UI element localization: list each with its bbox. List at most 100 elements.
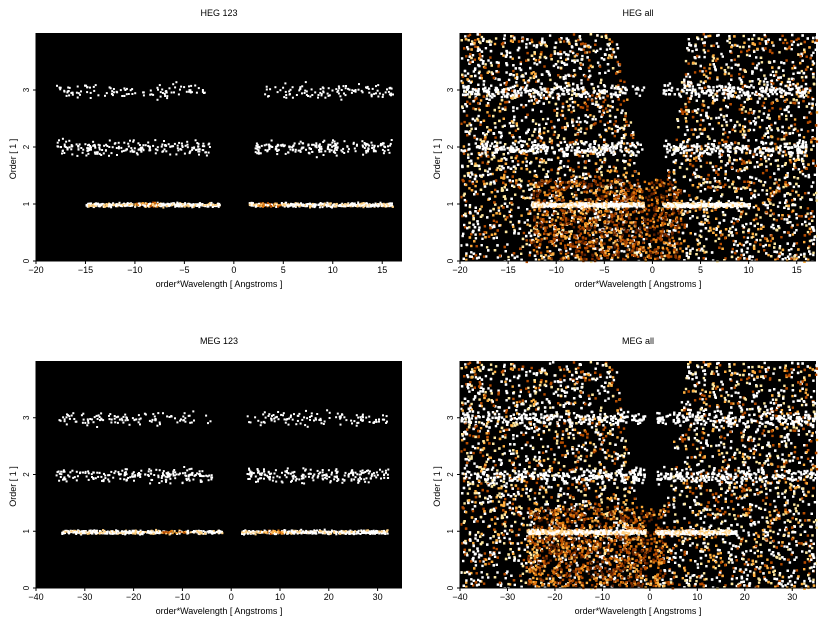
- heatmap-cell: [197, 142, 200, 145]
- heatmap-cell: [298, 142, 301, 145]
- heatmap-cell: [154, 139, 157, 142]
- heatmap-cell: [162, 150, 165, 153]
- heatmap-cell: [465, 252, 468, 255]
- heatmap-cell: [793, 176, 796, 179]
- heatmap-cell: [167, 203, 170, 206]
- x-tick-label: −10: [127, 265, 142, 275]
- heatmap-cell: [315, 142, 318, 145]
- heatmap-cell: [702, 214, 705, 218]
- heatmap-cell: [201, 203, 204, 205]
- heatmap-cell: [511, 89, 514, 92]
- heatmap-cell: [477, 83, 480, 86]
- heatmap-cell: [747, 139, 750, 142]
- heatmap-cell: [381, 96, 384, 98]
- heatmap-cell: [352, 90, 355, 92]
- heatmap-cell: [603, 159, 607, 162]
- heatmap-cell: [605, 48, 609, 51]
- heatmap-cell: [181, 146, 184, 148]
- heatmap-cell: [478, 226, 481, 229]
- heatmap-cell: [372, 148, 375, 151]
- heatmap-cell: [258, 204, 261, 207]
- heatmap-cell: [752, 112, 755, 115]
- heatmap-cell: [496, 141, 499, 145]
- heatmap-cell: [665, 218, 669, 221]
- heatmap-cell: [98, 203, 101, 206]
- heatmap-cell: [556, 169, 560, 172]
- heatmap-cell: [564, 74, 567, 77]
- heatmap-cell: [375, 204, 377, 207]
- heatmap-cell: [784, 257, 787, 260]
- heatmap-cell: [530, 187, 533, 190]
- heatmap-cell: [792, 40, 795, 44]
- heatmap-cell: [694, 91, 697, 94]
- heatmap-cell: [585, 51, 588, 54]
- heatmap-cell: [467, 39, 470, 42]
- heatmap-cell: [317, 94, 320, 96]
- heatmap-cell: [685, 251, 689, 255]
- heatmap-cell: [308, 202, 311, 205]
- heatmap-cell: [783, 163, 787, 166]
- heatmap-cell: [695, 99, 698, 102]
- heatmap-cell: [257, 204, 260, 207]
- heatmap-cell: [489, 56, 492, 59]
- heatmap-cell: [612, 50, 616, 54]
- heatmap-cell: [94, 202, 97, 205]
- heatmap-cell: [209, 204, 212, 206]
- heatmap-cell: [759, 216, 762, 219]
- heatmap-cell: [764, 35, 767, 38]
- heatmap-cell: [532, 71, 535, 74]
- heatmap-cell: [727, 234, 731, 237]
- heatmap-cell: [719, 113, 723, 117]
- heatmap-cell: [347, 87, 350, 90]
- heatmap-cell: [112, 202, 115, 205]
- heatmap-cell: [778, 51, 781, 54]
- heatmap-cell: [386, 202, 389, 205]
- heatmap-cell: [592, 49, 595, 52]
- heatmap-cell: [152, 144, 155, 147]
- heatmap-cell: [766, 239, 769, 243]
- heatmap-cell: [465, 254, 468, 257]
- heatmap-cell: [800, 196, 804, 199]
- heatmap-cell: [757, 78, 760, 81]
- heatmap-cell: [129, 139, 131, 142]
- heatmap-cell: [252, 203, 255, 206]
- heatmap-cell: [500, 204, 503, 208]
- heatmap-cell: [547, 95, 550, 98]
- heatmap-cell: [468, 160, 471, 163]
- heatmap-cell: [724, 164, 728, 167]
- heatmap-cell: [601, 161, 604, 164]
- heatmap-cell: [570, 110, 573, 114]
- heatmap-cell: [700, 220, 703, 224]
- heatmap-cell: [372, 150, 375, 153]
- heatmap-cell: [360, 204, 363, 207]
- heatmap-cell: [479, 121, 483, 124]
- heatmap-cell: [363, 203, 366, 206]
- heatmap-cell: [743, 125, 747, 128]
- heatmap-cell: [812, 253, 815, 257]
- heatmap-cell: [88, 149, 91, 152]
- heatmap-cell: [306, 203, 309, 206]
- heatmap-cell: [699, 80, 703, 83]
- heatmap-cell: [543, 210, 546, 213]
- heatmap-cell: [482, 255, 486, 258]
- heatmap-cell: [589, 114, 592, 117]
- heatmap-cell: [719, 234, 723, 237]
- heatmap-cell: [510, 156, 513, 159]
- heatmap-cell: [139, 146, 142, 149]
- heatmap-cell: [191, 204, 193, 207]
- heatmap-cell: [176, 201, 179, 204]
- heatmap-cell: [500, 165, 504, 168]
- heatmap-cell: [733, 158, 736, 162]
- heatmap-cell: [580, 141, 584, 145]
- heatmap-cell: [731, 225, 734, 229]
- x-tick-label: 10: [328, 265, 338, 275]
- heatmap-cell: [572, 174, 575, 177]
- heatmap-cell: [711, 127, 714, 131]
- heatmap-cell: [543, 65, 546, 68]
- heatmap-cell: [597, 103, 600, 107]
- heatmap-cell: [470, 251, 473, 254]
- heatmap-cell: [564, 77, 567, 80]
- heatmap-cell: [786, 172, 789, 175]
- heatmap-cell: [786, 255, 790, 258]
- heatmap-cell: [632, 143, 635, 147]
